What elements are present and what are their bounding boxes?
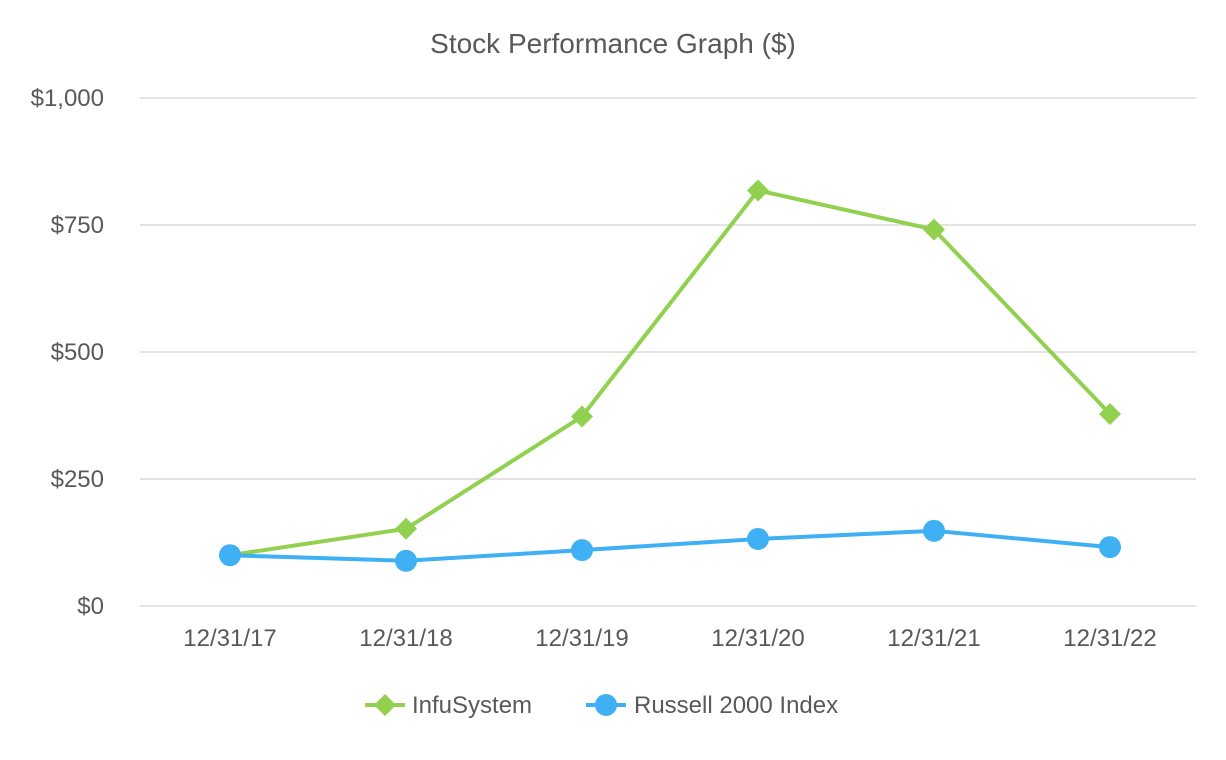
legend-label: Russell 2000 Index xyxy=(634,692,838,719)
legend-item: InfuSystem xyxy=(365,692,532,719)
y-tick-label: $500 xyxy=(51,339,104,366)
x-tick-label: 12/31/21 xyxy=(887,625,980,652)
legend-item: Russell 2000 Index xyxy=(586,692,838,719)
series-infusystem xyxy=(219,179,1121,567)
data-point-diamond xyxy=(1099,402,1121,425)
data-point-diamond xyxy=(571,405,593,428)
legend-label: InfuSystem xyxy=(412,692,532,719)
data-point-circle xyxy=(747,527,769,550)
legend-circle-marker xyxy=(595,694,617,716)
data-point-circle xyxy=(923,519,945,542)
data-point-diamond xyxy=(395,517,417,540)
legend-diamond-marker xyxy=(374,694,396,716)
x-tick-label: 12/31/17 xyxy=(183,625,276,652)
data-point-circle xyxy=(219,544,241,567)
y-tick-label: $1,000 xyxy=(31,85,104,112)
x-axis-ticks: 12/31/17 12/31/18 12/31/19 12/31/20 12/31/21… xyxy=(183,625,1156,652)
x-tick-label: 12/31/18 xyxy=(359,625,452,652)
data-point-circle xyxy=(395,549,417,572)
series-lines xyxy=(219,179,1121,572)
series-line xyxy=(229,528,1111,563)
series-russell-2000 xyxy=(219,519,1121,572)
x-tick-label: 12/31/20 xyxy=(711,625,804,652)
y-tick-label: $0 xyxy=(77,593,104,620)
y-axis-ticks: $0 $250 $500 $750 $1,000 xyxy=(31,85,104,620)
x-tick-label: 12/31/22 xyxy=(1063,625,1156,652)
x-tick-label: 12/31/19 xyxy=(535,625,628,652)
data-point-circle xyxy=(571,539,593,562)
data-point-diamond xyxy=(747,179,769,202)
data-point-diamond xyxy=(923,218,945,241)
y-tick-label: $250 xyxy=(51,466,104,493)
data-point-circle xyxy=(1099,536,1121,559)
legend: InfuSystem Russell 2000 Index xyxy=(365,692,838,719)
y-tick-label: $750 xyxy=(51,212,104,239)
chart-title: Stock Performance Graph ($) xyxy=(430,28,796,59)
gridlines xyxy=(140,97,1196,607)
series-line xyxy=(229,188,1112,558)
